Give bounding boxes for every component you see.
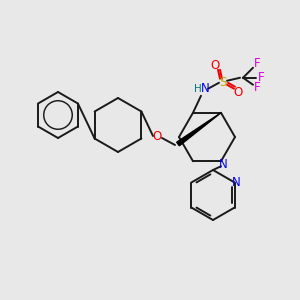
Text: N: N [219, 158, 227, 171]
Text: O: O [210, 59, 220, 72]
Text: O: O [233, 86, 243, 99]
Polygon shape [177, 113, 221, 146]
Text: F: F [254, 81, 260, 94]
Text: N: N [201, 82, 209, 95]
Text: F: F [254, 57, 260, 70]
Text: H: H [194, 84, 202, 94]
Text: N: N [232, 176, 241, 189]
Text: S: S [219, 76, 227, 89]
Text: O: O [152, 130, 162, 143]
Text: F: F [258, 71, 264, 84]
